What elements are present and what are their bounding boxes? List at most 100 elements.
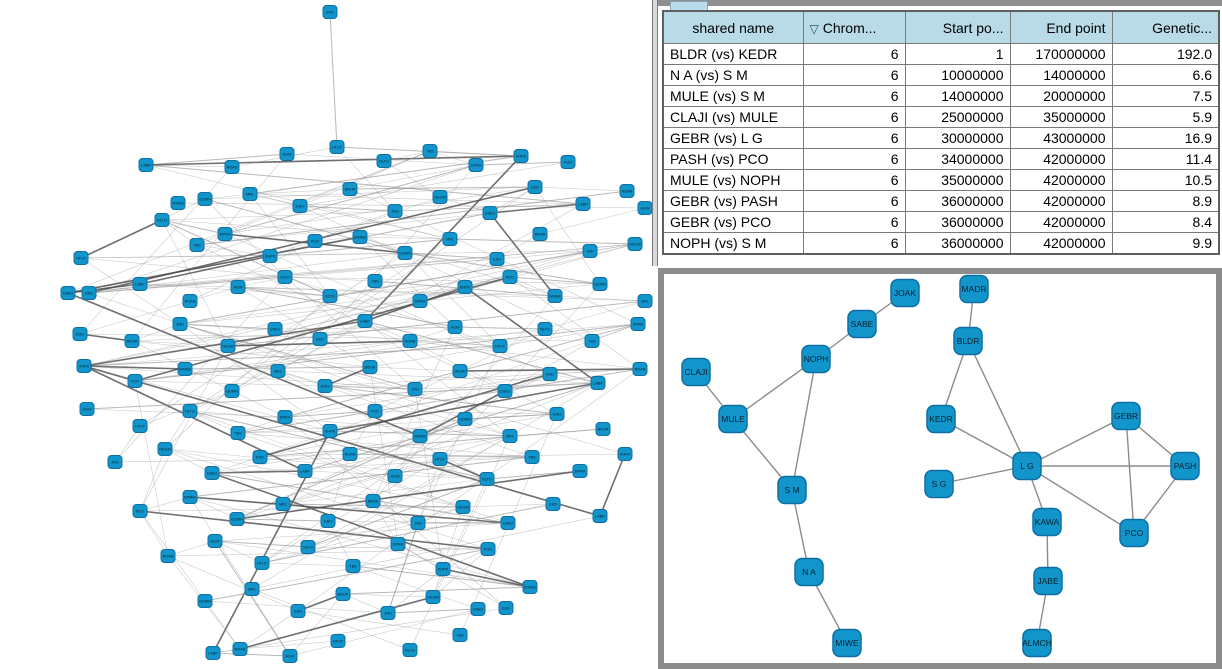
network-node[interactable] — [422, 144, 438, 158]
network-node-gebr[interactable] — [1111, 401, 1141, 431]
value-cell[interactable]: 192.0 — [1111, 43, 1220, 65]
network-node[interactable] — [60, 286, 76, 300]
network-node[interactable] — [542, 367, 558, 381]
network-node[interactable] — [457, 280, 473, 294]
value-cell[interactable]: 35000000 — [1009, 106, 1113, 128]
filter-icon[interactable]: ▽ — [809, 21, 819, 36]
network-edge[interactable] — [1125, 415, 1135, 534]
value-cell[interactable]: 6 — [802, 43, 906, 65]
network-node[interactable] — [547, 289, 563, 303]
value-cell[interactable]: 43000000 — [1009, 127, 1113, 149]
value-cell[interactable]: 1 — [904, 43, 1011, 65]
network-node[interactable] — [592, 277, 608, 291]
network-node[interactable] — [270, 364, 286, 378]
value-cell[interactable]: 10.5 — [1111, 169, 1220, 191]
network-node[interactable] — [397, 246, 413, 260]
network-edge[interactable] — [1026, 465, 1135, 534]
network-node[interactable] — [224, 384, 240, 398]
network-node[interactable] — [595, 422, 611, 436]
network-node[interactable] — [468, 158, 484, 172]
table-row[interactable]: NOPH (vs) S M 6 36000000 42000000 9.9 — [662, 232, 1220, 255]
value-cell[interactable]: 36000000 — [904, 211, 1011, 233]
network-node[interactable] — [435, 562, 451, 576]
value-cell[interactable]: 9.9 — [1111, 232, 1220, 255]
network-node-kedr[interactable] — [926, 404, 956, 434]
network-node-noph[interactable] — [801, 344, 831, 374]
network-node[interactable] — [307, 234, 323, 248]
value-cell[interactable]: 6 — [802, 232, 906, 255]
network-node[interactable] — [582, 244, 598, 258]
table-row[interactable]: N A (vs) S M 6 10000000 14000000 6.6 — [662, 64, 1220, 86]
network-node[interactable] — [138, 158, 154, 172]
value-cell[interactable]: 20000000 — [1009, 85, 1113, 107]
network-node[interactable] — [160, 549, 176, 563]
shared-name-cell[interactable]: CLAJI (vs) MULE — [662, 106, 804, 128]
network-node[interactable] — [217, 227, 233, 241]
network-node[interactable] — [480, 542, 496, 556]
network-node[interactable] — [376, 154, 392, 168]
network-node[interactable] — [352, 230, 368, 244]
shared-name-cell[interactable]: PASH (vs) PCO — [662, 148, 804, 170]
network-node[interactable] — [617, 447, 633, 461]
network-node[interactable] — [447, 320, 463, 334]
network-node[interactable] — [390, 537, 406, 551]
network-node[interactable] — [489, 252, 505, 266]
network-node[interactable] — [452, 628, 468, 642]
col-header-chromosome[interactable]: ▽ Chrom... — [802, 10, 906, 44]
network-edge[interactable] — [1026, 415, 1127, 467]
network-edge[interactable] — [791, 358, 817, 491]
network-node[interactable] — [267, 322, 283, 336]
network-node[interactable] — [189, 238, 205, 252]
network-node[interactable] — [300, 540, 316, 554]
value-cell[interactable]: 6 — [802, 64, 906, 86]
network-node[interactable] — [182, 294, 198, 308]
network-node[interactable] — [242, 187, 258, 201]
network-node[interactable] — [549, 407, 565, 421]
network-node[interactable] — [277, 410, 293, 424]
value-cell[interactable]: 35000000 — [904, 169, 1011, 191]
network-node[interactable] — [224, 160, 240, 174]
value-cell[interactable]: 42000000 — [1009, 190, 1113, 212]
network-node[interactable] — [380, 606, 396, 620]
value-cell[interactable]: 25000000 — [904, 106, 1011, 128]
shared-name-cell[interactable]: MULE (vs) S M — [662, 85, 804, 107]
network-node[interactable] — [254, 556, 270, 570]
network-node[interactable] — [365, 494, 381, 508]
value-cell[interactable]: 6 — [802, 148, 906, 170]
network-node[interactable] — [76, 359, 92, 373]
network-node[interactable] — [362, 360, 378, 374]
network-node[interactable] — [132, 504, 148, 518]
network-node[interactable] — [410, 516, 426, 530]
table-row[interactable]: MULE (vs) NOPH 6 35000000 42000000 10.5 — [662, 169, 1220, 191]
network-node[interactable] — [317, 379, 333, 393]
network-node[interactable] — [205, 646, 221, 660]
network-node[interactable] — [292, 199, 308, 213]
network-node[interactable] — [497, 384, 513, 398]
network-node[interactable] — [277, 270, 293, 284]
network-node[interactable] — [322, 289, 338, 303]
network-node[interactable] — [220, 339, 236, 353]
network-node[interactable] — [132, 277, 148, 291]
network-node[interactable] — [170, 196, 186, 210]
network-node[interactable] — [197, 594, 213, 608]
value-cell[interactable]: 6 — [802, 127, 906, 149]
network-node[interactable] — [545, 497, 561, 511]
value-cell[interactable]: 36000000 — [904, 232, 1011, 255]
network-node[interactable] — [590, 376, 606, 390]
network-node[interactable] — [502, 270, 518, 284]
network-node-s-g[interactable] — [924, 469, 954, 499]
network-node-miwe[interactable] — [832, 628, 862, 658]
shared-name-cell[interactable]: N A (vs) S M — [662, 64, 804, 86]
network-node[interactable] — [252, 450, 268, 464]
network-node[interactable] — [513, 149, 529, 163]
network-node[interactable] — [127, 374, 143, 388]
network-node[interactable] — [357, 314, 373, 328]
network-node[interactable] — [592, 509, 608, 523]
network-node[interactable] — [177, 362, 193, 376]
network-node[interactable] — [312, 332, 328, 346]
network-node[interactable] — [637, 201, 653, 215]
network-node[interactable] — [182, 404, 198, 418]
table-row[interactable]: GEBR (vs) PASH 6 36000000 42000000 8.9 — [662, 190, 1220, 212]
network-node[interactable] — [455, 500, 471, 514]
